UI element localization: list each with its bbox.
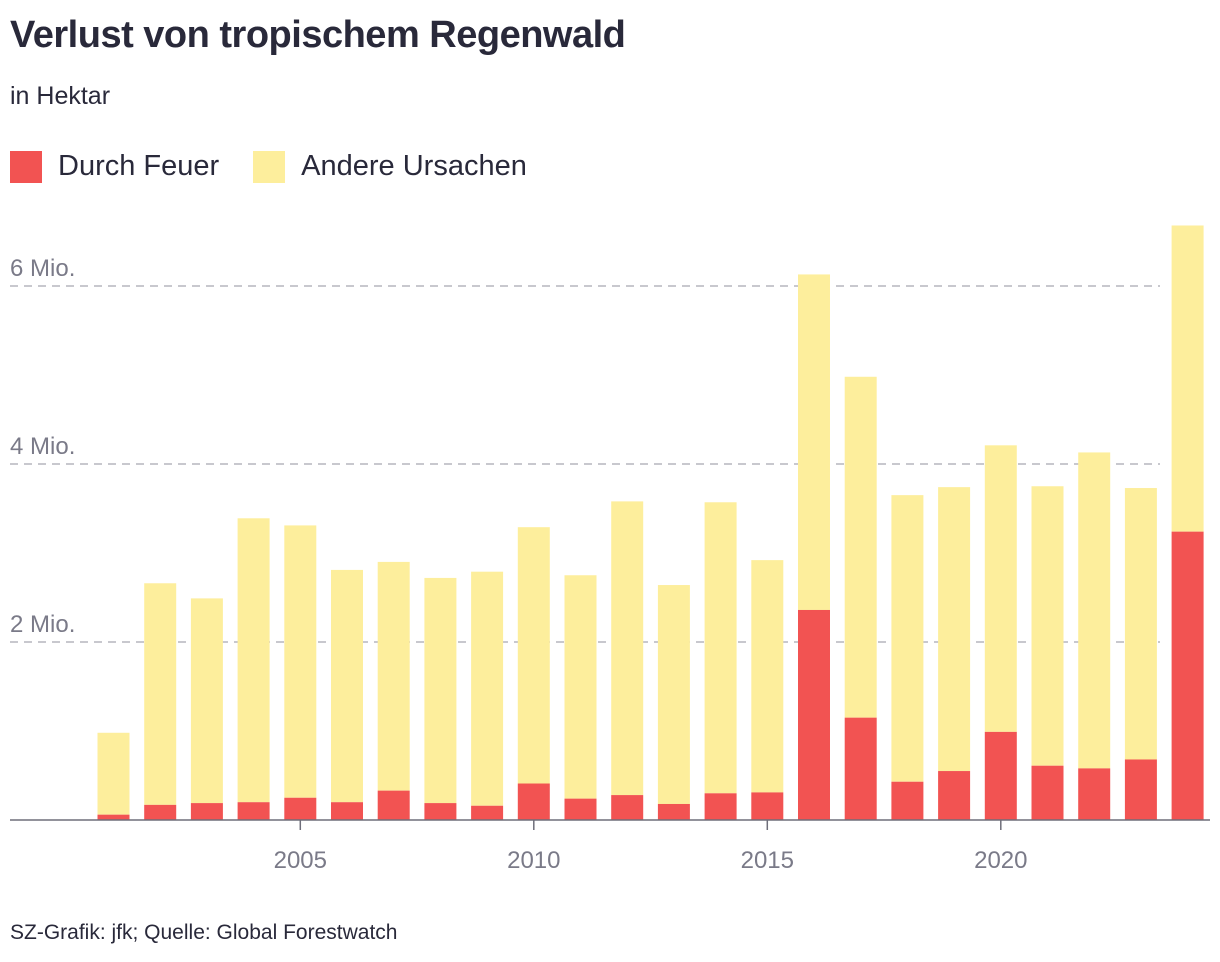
- legend-item-fire: Durch Feuer: [10, 150, 219, 183]
- bar-fire-2022: [1078, 768, 1111, 820]
- legend-swatch-other: [253, 150, 286, 183]
- x-tick-label-2005: 2005: [274, 847, 327, 874]
- bar-other-2019: [938, 487, 971, 772]
- x-tick-label-2020: 2020: [974, 847, 1027, 874]
- bar-fire-2018: [891, 781, 924, 820]
- bar-fire-2023: [1124, 759, 1157, 820]
- chart-title: Verlust von tropischem Regenwald: [10, 14, 626, 56]
- bar-fire-2004: [237, 802, 270, 820]
- bar-fire-2010: [517, 783, 550, 820]
- bar-other-2008: [424, 577, 457, 804]
- bar-other-2004: [237, 518, 270, 803]
- bar-fire-2016: [798, 609, 830, 820]
- bar-other-2023: [1124, 488, 1157, 760]
- legend: Durch Feuer Andere Ursachen: [10, 150, 561, 183]
- bar-other-2016: [798, 274, 830, 610]
- bar-other-2014: [704, 502, 737, 794]
- bar-other-2007: [377, 561, 410, 791]
- bar-other-2020: [984, 445, 1017, 732]
- y-tick-label-6: 6 Mio.: [10, 255, 75, 282]
- bar-other-2005: [284, 525, 317, 798]
- bar-other-2002: [144, 583, 177, 805]
- bar-fire-2001: [97, 814, 130, 820]
- source-footer: SZ-Grafik: jfk; Quelle: Global Forestwat…: [10, 921, 398, 944]
- x-tick-label-2010: 2010: [507, 847, 560, 874]
- legend-label-other: Andere Ursachen: [301, 150, 527, 182]
- y-tick-label-2: 2 Mio.: [10, 611, 75, 638]
- y-tick-label-4: 4 Mio.: [10, 433, 75, 460]
- bar-fire-2012: [611, 795, 644, 820]
- legend-item-other: Andere Ursachen: [253, 150, 527, 183]
- bar-other-2010: [517, 527, 550, 784]
- bar-other-2017: [844, 376, 877, 718]
- bar-fire-2007: [377, 790, 410, 820]
- bar-fire-2011: [564, 798, 597, 820]
- bar-fire-2006: [331, 802, 363, 820]
- legend-swatch-fire: [10, 150, 42, 183]
- bar-other-2015: [751, 560, 784, 793]
- bar-other-2011: [564, 575, 597, 799]
- bar-fire-2009: [471, 805, 504, 820]
- bar-other-2024: [1171, 225, 1204, 532]
- bar-fire-2020: [984, 731, 1017, 820]
- bar-other-2013: [657, 585, 690, 804]
- bar-fire-2017: [844, 717, 877, 820]
- stacked-bar-chart: 2 Mio. 4 Mio. 6 Mio. 2005 2010 2015 2020: [10, 225, 1210, 874]
- bar-other-2018: [891, 495, 924, 782]
- bar-fire-2021: [1031, 765, 1064, 820]
- bar-other-2009: [471, 571, 504, 806]
- bar-other-2022: [1078, 452, 1111, 769]
- legend-label-fire: Durch Feuer: [58, 150, 220, 182]
- bar-fire-2002: [144, 804, 177, 820]
- bar-fire-2015: [751, 792, 784, 820]
- bar-other-2006: [331, 569, 363, 803]
- x-tick-label-2015: 2015: [741, 847, 794, 874]
- bar-fire-2014: [704, 793, 737, 820]
- bar-fire-2003: [190, 803, 223, 820]
- bar-fire-2005: [284, 797, 317, 820]
- bar-fire-2013: [657, 803, 690, 820]
- bar-other-2021: [1031, 486, 1064, 766]
- bar-other-2001: [97, 732, 130, 815]
- bar-fire-2019: [938, 771, 971, 820]
- bar-other-2003: [190, 598, 223, 804]
- chart-subtitle: in Hektar: [10, 82, 111, 110]
- bar-fire-2024: [1171, 531, 1204, 820]
- bar-other-2012: [611, 501, 644, 796]
- bar-fire-2008: [424, 803, 457, 820]
